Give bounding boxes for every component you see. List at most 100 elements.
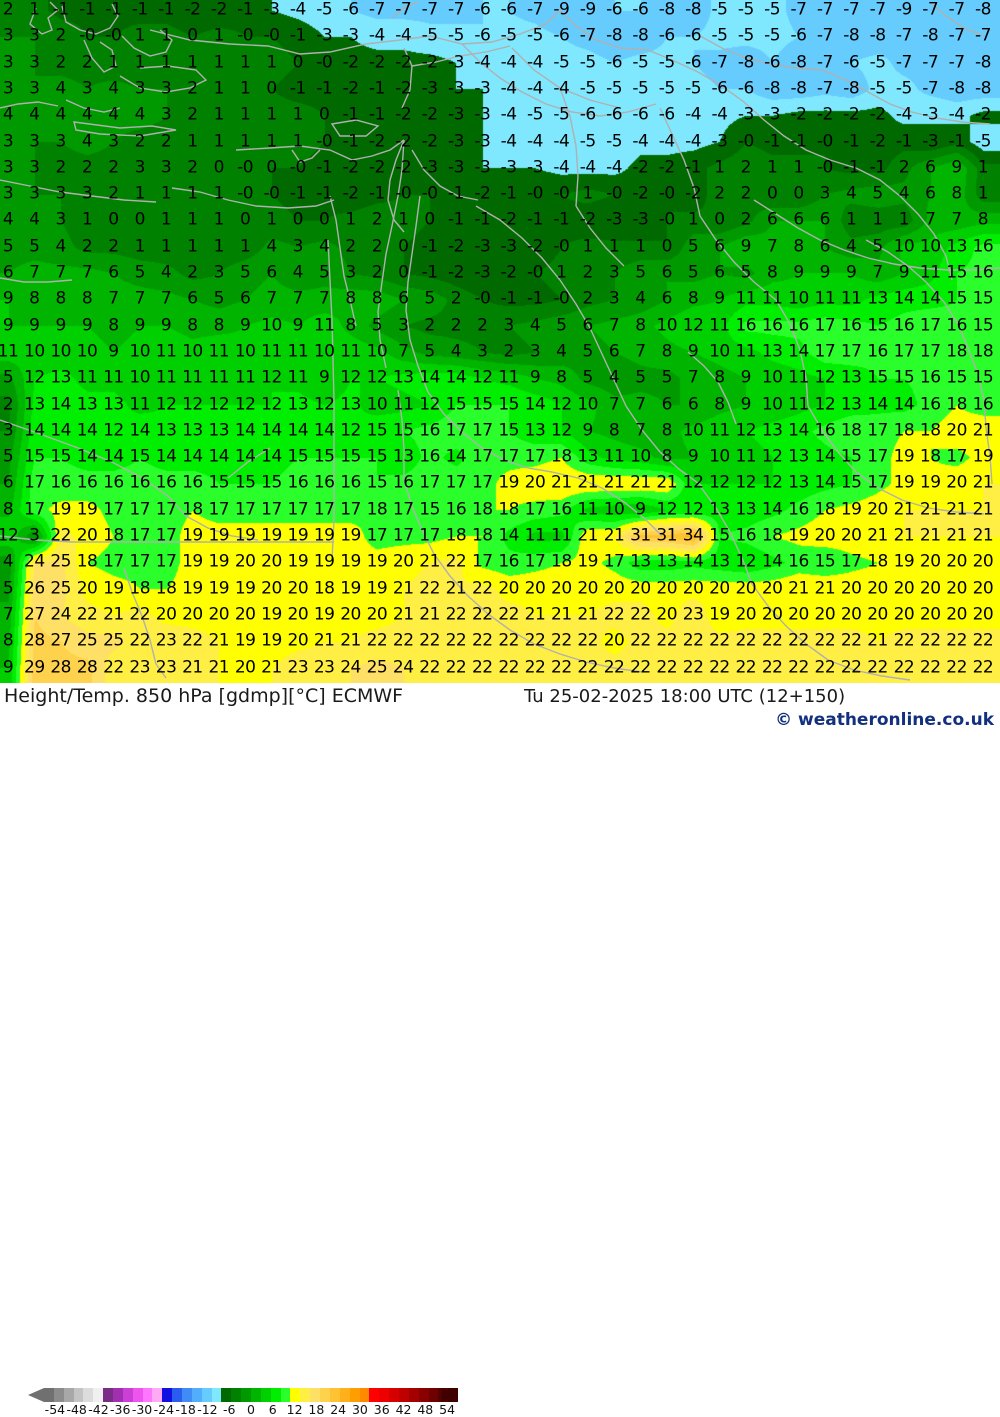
grid-value: 8 — [661, 420, 673, 441]
grid-value: 18 — [972, 341, 994, 362]
grid-value: -1 — [843, 157, 860, 178]
grid-value: 1 — [398, 209, 409, 230]
grid-value: 11 — [287, 341, 309, 362]
grid-value: -1 — [289, 183, 306, 204]
grid-value: 16 — [392, 472, 414, 493]
grid-value: 10 — [366, 394, 388, 414]
grid-value: 19 — [366, 578, 388, 599]
grid-value: 2 — [187, 78, 198, 99]
grid-value: 21 — [788, 578, 809, 599]
grid-value: 22 — [498, 630, 519, 651]
grid-value: 3 — [81, 183, 93, 204]
grid-value: -7 — [922, 78, 939, 99]
grid-value: -1 — [368, 183, 385, 204]
colorbar-swatch — [241, 1388, 252, 1402]
grid-value: 15 — [445, 394, 467, 414]
grid-value: 19 — [577, 551, 599, 572]
grid-value: 9 — [319, 367, 330, 388]
grid-value: 10 — [261, 315, 282, 336]
grid-value: 21 — [313, 630, 335, 651]
grid-value: 15 — [366, 472, 388, 493]
grid-value: -1 — [421, 236, 438, 257]
grid-value: -0 — [553, 288, 570, 309]
colorbar-tick: -24 — [153, 1402, 175, 1417]
grid-value: 12 — [340, 420, 361, 441]
grid-value: -1 — [843, 131, 860, 151]
grid-value: 4 — [55, 78, 67, 99]
grid-value: 3 — [2, 25, 14, 46]
colorbar — [28, 1388, 478, 1402]
grid-value: 12 — [261, 394, 282, 414]
grid-value: 1 — [292, 131, 304, 151]
grid-value: 11 — [551, 525, 572, 546]
grid-value: 8 — [977, 209, 989, 230]
map-area[interactable]: 2 1 -1 -1 -1 -1 -1 -2 -2 -1 -3 -4 -5 -6 -7 -7 -7 -7 -6 -6 -7… — [0, 0, 1000, 683]
grid-value: -6 — [500, 0, 517, 20]
grid-value: 18 — [103, 525, 124, 546]
grid-value: 10 — [129, 341, 151, 362]
grid-value: 21 — [524, 604, 546, 625]
grid-value: 17 — [261, 499, 282, 520]
grid-value: 7 — [608, 394, 620, 414]
grid-value: 15 — [946, 262, 967, 283]
grid-value: -2 — [395, 131, 412, 151]
grid-value: 19 — [76, 499, 98, 520]
grid-value: 20 — [287, 578, 309, 599]
grid-value: 17 — [366, 525, 388, 546]
grid-value: 22 — [972, 630, 994, 651]
grid-value: 20 — [919, 604, 941, 625]
grid-value: -2 — [368, 52, 385, 73]
grid-value: 14 — [50, 394, 72, 414]
grid-value: -7 — [869, 0, 886, 20]
grid-value: 7 — [872, 262, 883, 283]
grid-value: 18 — [366, 499, 388, 520]
grid-value: 22 — [630, 657, 651, 677]
grid-value: 0 — [319, 209, 330, 230]
grid-value: 19 — [234, 578, 256, 599]
grid-value: 11 — [761, 288, 783, 309]
grid-value: 21 — [630, 472, 651, 493]
grid-value: 16 — [814, 420, 836, 441]
grid-value: 1 — [793, 157, 804, 178]
grid-value: 15 — [208, 472, 230, 493]
grid-value: 17 — [103, 551, 124, 572]
grid-value: 1 — [213, 52, 225, 73]
grid-value: -1 — [447, 183, 464, 204]
grid-value: 0 — [714, 209, 725, 230]
grid-value: 1 — [187, 209, 198, 230]
grid-value: 3 — [29, 157, 40, 178]
colorbar-tick: -42 — [88, 1402, 109, 1417]
grid-value: 13 — [182, 420, 203, 441]
grid-value: 13 — [788, 472, 809, 493]
grid-value: -0 — [658, 183, 675, 204]
grid-value: 1 — [239, 236, 251, 257]
grid-value: 4 — [846, 236, 857, 257]
colorbar-swatch — [63, 1388, 74, 1402]
grid-value: 22 — [577, 657, 599, 677]
grid-value: 3 — [160, 78, 172, 99]
grid-value: 6 — [266, 262, 277, 283]
grid-value: -2 — [632, 157, 649, 178]
grid-value: -3 — [447, 157, 464, 178]
grid-value: 4 — [2, 209, 14, 230]
grid-value: 3 — [213, 262, 225, 283]
grid-value: 15 — [498, 420, 519, 441]
grid-value: 7 — [635, 341, 646, 362]
grid-value: 20 — [155, 604, 177, 625]
grid-value: 1 — [898, 209, 910, 230]
grid-value: -5 — [527, 25, 543, 46]
grid-value: 6 — [687, 394, 699, 414]
grid-value: 17 — [946, 446, 967, 467]
grid-value: 22 — [946, 657, 967, 677]
grid-value: 15 — [867, 367, 888, 388]
grid-value: 18 — [946, 394, 967, 414]
colorbar-swatch — [93, 1388, 104, 1402]
grid-value: -2 — [342, 78, 359, 99]
grid-value: 14 — [24, 420, 45, 441]
grid-value: 29 — [24, 657, 45, 677]
grid-value: 31 — [656, 525, 678, 546]
grid-value: -3 — [447, 104, 464, 125]
colorbar-swatch — [290, 1388, 301, 1402]
grid-value: -5 — [632, 52, 649, 73]
grid-value: -7 — [948, 0, 965, 20]
